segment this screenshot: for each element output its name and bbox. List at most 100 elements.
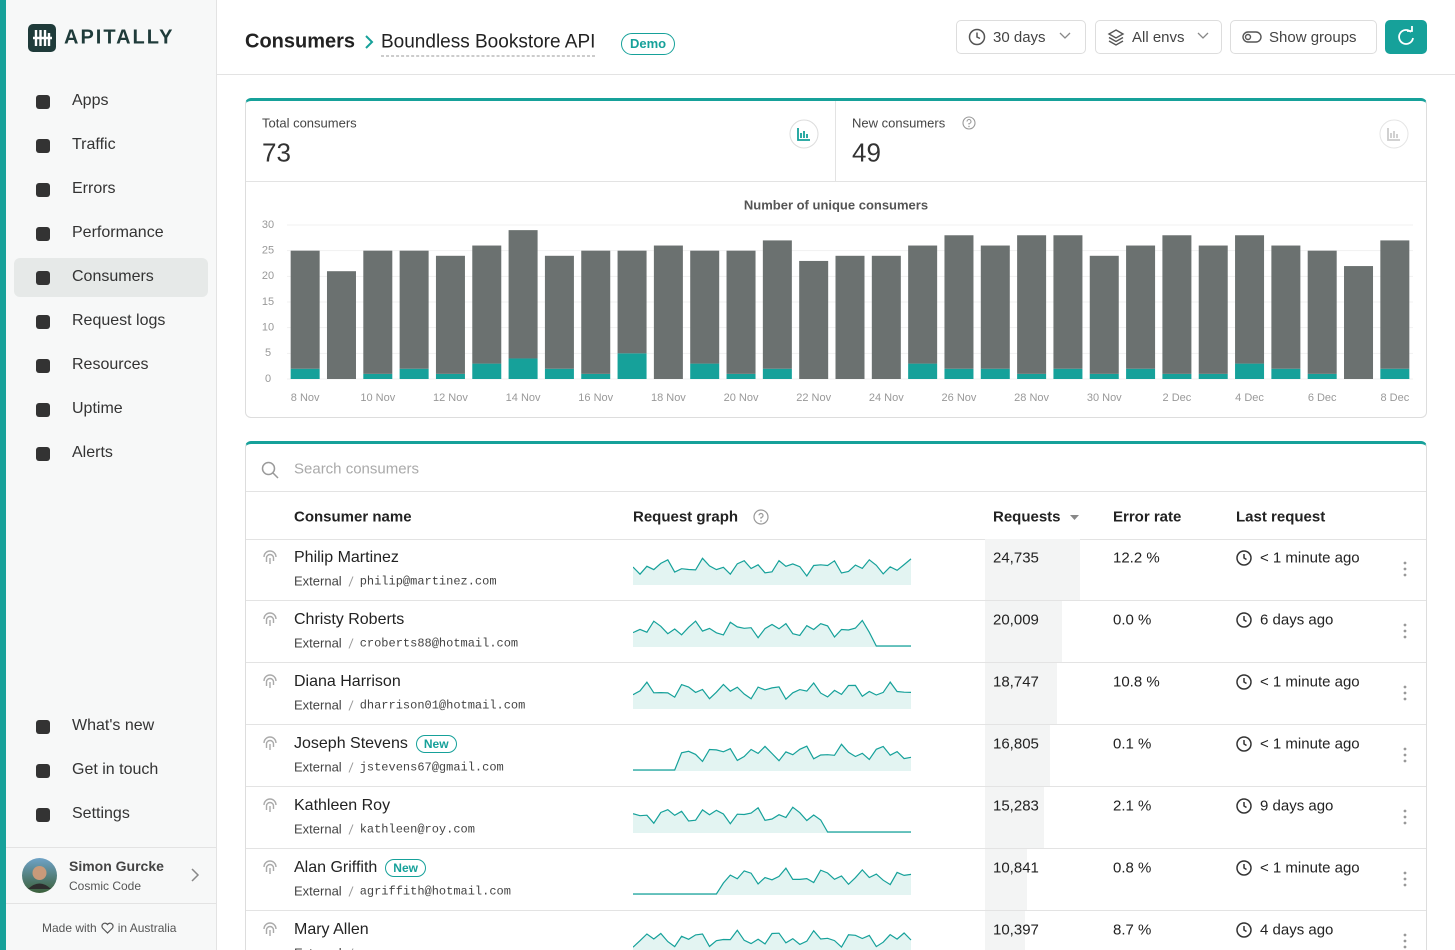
bar-segment [472,363,502,379]
nav-item[interactable]: Traffic [72,136,116,153]
y-tick-label: 10 [262,322,274,334]
nav-icon [36,227,50,241]
nav-item[interactable]: What's new [72,717,155,734]
chart-toggle[interactable] [1379,119,1409,149]
stats-card: Total consumers 73 New consumers 49 [245,98,1427,418]
search-input[interactable]: Search consumers [294,460,420,478]
period-select[interactable]: 30 days [956,20,1086,54]
bar-segment [1235,363,1265,379]
nav-icon [36,808,50,822]
bar-segment [1053,235,1083,369]
x-tick-label: 6 Dec [1308,392,1337,404]
chart: Number of unique consumers 0 5 10 15 20 25 30 8… [262,197,1413,404]
bar-segment [835,255,865,379]
nav-item[interactable]: Errors [72,180,116,197]
x-tick-label: 2 Dec [1163,392,1192,404]
bar-segment [1380,240,1410,369]
bar-segment [726,250,756,374]
x-tick-label: 8 Nov [291,392,320,404]
caret [1059,32,1071,39]
x-tick-label: 10 Nov [360,392,395,404]
brand: APITALLY [64,26,175,49]
bar-segment [399,250,429,369]
footer: Made with in Australia [42,921,176,935]
bar-segment [1053,368,1083,379]
bar-segment [1344,266,1374,379]
nav-item[interactable]: Performance [72,224,164,241]
bar-segment [1380,368,1410,379]
x-tick-label: 24 Nov [869,392,904,404]
bar-segment [581,250,611,374]
bar-segment [690,363,720,379]
bar-segment [617,250,647,354]
refresh-icon [1398,26,1414,45]
demo-badge: Demo [621,33,676,55]
breadcrumb-app[interactable]: Boundless Bookstore API [381,32,596,57]
filter-label: 30 days [993,28,1046,46]
bar-segment [1235,235,1265,364]
stat-value: 73 [262,137,291,168]
breadcrumb-section[interactable]: Consumers [245,30,356,53]
bar-segment [363,373,393,379]
caret [1197,32,1209,39]
nav-item[interactable]: Request logs [72,312,166,329]
env-select[interactable]: All envs [1095,20,1222,54]
bar-segment [1017,373,1047,379]
chart-toggle[interactable] [789,119,819,149]
nav-icon [36,183,50,197]
nav-icon [36,139,50,153]
bar-segment [363,250,393,374]
nav-item[interactable]: Consumers [72,268,154,285]
nav-item[interactable]: Alerts [72,444,113,461]
x-tick-label: 18 Nov [651,392,686,404]
nav-item[interactable]: Get in touch [72,761,159,778]
bar-segment [617,353,647,379]
divider [835,101,836,181]
chevron [191,868,200,882]
bar-segment [472,245,502,364]
bar-segment [762,368,792,379]
user-name[interactable]: Simon Gurcke [69,858,164,874]
nav-item[interactable]: Apps [72,92,109,109]
refresh-button[interactable] [1385,20,1427,54]
nav-icon [36,271,50,285]
bar-segment [508,230,538,359]
bar-segment [435,373,465,379]
bar-segment [653,245,683,379]
bar-segment [1126,245,1156,369]
nav-icon [36,359,50,373]
bar-segment [1271,368,1301,379]
footer-text: Made with [42,921,97,935]
y-tick-label: 15 [262,296,274,308]
divider [6,903,217,904]
bar-segment [944,368,974,379]
nav-item[interactable]: Settings [72,805,130,822]
header [217,0,1455,75]
nav-item[interactable]: Uptime [72,400,123,417]
logo-icon [28,24,56,52]
bar-segment [1162,235,1192,374]
stat-value: 49 [852,137,881,168]
nav-icon [36,720,50,734]
groups-toggle[interactable]: Show groups [1230,20,1377,54]
bar-segment [1089,255,1119,374]
chart-title: Number of unique consumers [744,197,928,212]
x-tick-label: 20 Nov [724,392,759,404]
bar-segment [1089,373,1119,379]
divider [246,181,1426,182]
nav-icon [36,403,50,417]
bar-segment [435,255,465,374]
bar-segment [980,245,1010,369]
bar-segment [799,260,829,379]
bar-segment [944,235,974,369]
bar-segment [326,271,356,379]
divider [6,847,217,848]
help-icon [962,116,976,130]
toggle-icon [1242,31,1262,43]
nav-item[interactable]: Resources [72,356,149,373]
avatar [22,858,57,893]
nav-icon [36,95,50,109]
bar-segment [726,373,756,379]
bar-segment [1198,245,1228,374]
nav-icon [36,447,50,461]
